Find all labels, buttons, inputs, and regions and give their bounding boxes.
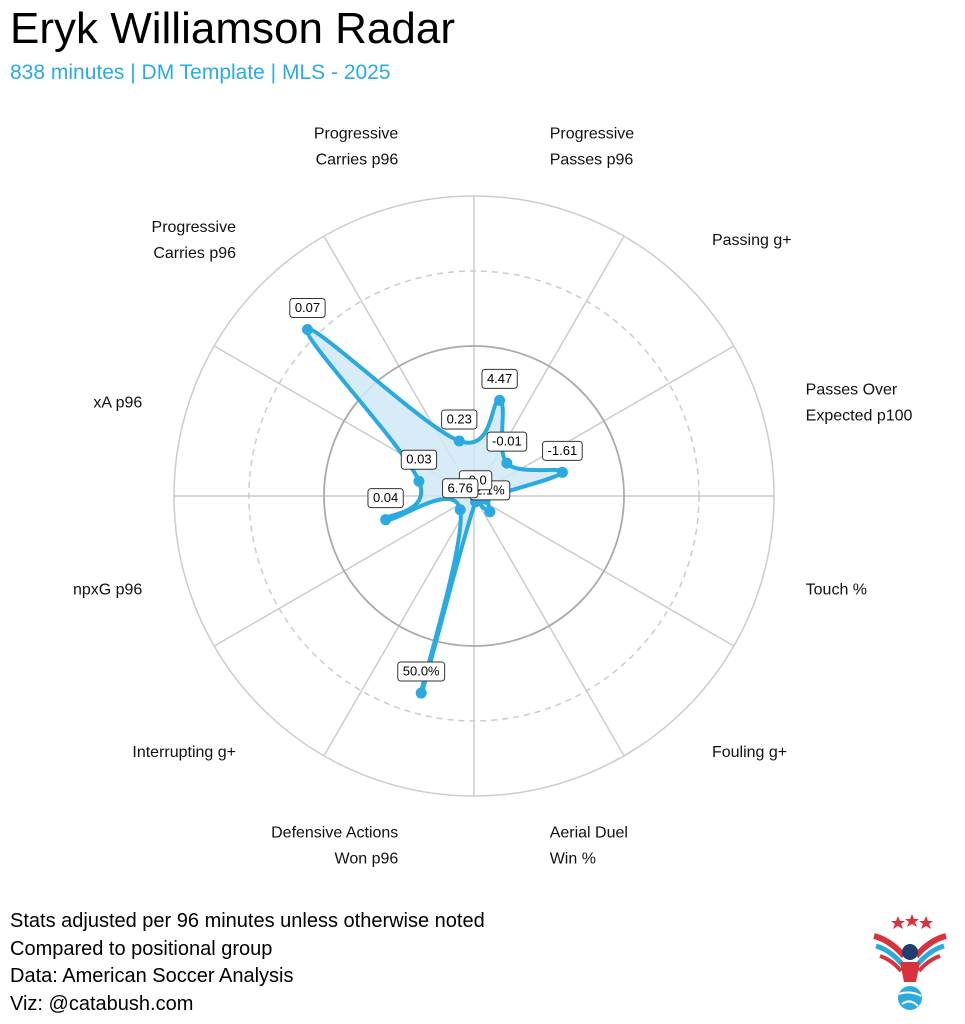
value-text: 0.03 [406, 452, 431, 467]
axis-label-line: npxG p96 [73, 582, 142, 599]
footer-line-viz-credit: Viz: @catabush.com [10, 992, 194, 1015]
value-text: 0.04 [373, 490, 398, 505]
value-label-8: 6.76 [442, 478, 479, 499]
value-box [486, 431, 528, 452]
value-text: 50.0% [403, 664, 440, 679]
value-label-1: 4.47 [481, 368, 518, 389]
grid-ring [323, 345, 625, 647]
eagle-soccer-logo-icon [873, 914, 947, 1010]
value-label-11: 0.07 [289, 297, 326, 318]
value-box [442, 478, 479, 499]
grid-ring [248, 270, 700, 722]
data-point-3 [556, 466, 568, 478]
data-point-9 [380, 514, 392, 526]
axis-label-0: Progressive Carries p96 [314, 125, 399, 168]
value-box [400, 449, 438, 470]
value-label-2: -0.01 [486, 431, 528, 452]
axis-label-11: Progressive Carries p96 [152, 219, 237, 262]
axis-label-7: Defensive Actions Won p96 [271, 825, 398, 868]
value-label-3: -1.61 [542, 440, 583, 461]
footer-line-compared: Compared to positional group [10, 937, 273, 960]
axis-label-10: xA p96 [93, 394, 142, 411]
data-point-1 [494, 394, 506, 406]
value-box [397, 661, 446, 682]
axis-label-line: Expected p100 [806, 407, 913, 424]
axis-label-line: Progressive [152, 219, 237, 236]
axis-label-line: Carries p96 [316, 151, 399, 168]
chart-subtitle: 838 minutes | DM Template | MLS - 2025 [10, 61, 391, 84]
axis-label-line: Passing g+ [712, 232, 792, 249]
axis-label-2: Passing g+ [712, 232, 792, 249]
axis-label-line: Win % [550, 851, 596, 868]
value-text: 0.07 [295, 300, 320, 315]
axis-label-line: Interrupting g+ [132, 744, 236, 761]
value-box [367, 488, 404, 509]
value-text: -1.61 [548, 443, 578, 458]
value-labels: 0.234.47-0.01-1.612.1%-0.050.0%6.760.040… [289, 297, 583, 682]
axis-label-line: Progressive [550, 125, 635, 142]
axis-label-line: Passes Over [806, 381, 898, 398]
axis-label-4: Touch % [806, 582, 867, 599]
value-text: 6.76 [448, 480, 473, 495]
value-label-9: 0.04 [367, 488, 404, 509]
data-point-8 [454, 504, 466, 516]
axis-label-1: Progressive Passes p96 [550, 125, 635, 168]
axis-label-5: Fouling g+ [712, 744, 787, 761]
axis-label-line: xA p96 [93, 394, 142, 411]
axis-label-8: Interrupting g+ [132, 744, 236, 761]
data-point-7 [415, 687, 427, 699]
axis-labels: Progressive Carries p96 Progressive Passes … [73, 125, 913, 867]
radar-area [305, 327, 565, 696]
footer-notes: Stats adjusted per 96 minutes unless oth… [10, 908, 485, 1018]
grid-ring [173, 195, 775, 797]
data-point-5 [484, 506, 496, 518]
axis-label-line: Progressive [314, 125, 399, 142]
radar-shape [301, 323, 568, 699]
axis-label-9: npxG p96 [73, 582, 142, 599]
axis-label-line: Carries p96 [153, 245, 236, 262]
value-box [542, 440, 583, 461]
value-label-7: 50.0% [397, 661, 446, 682]
axis-label-line: Won p96 [335, 851, 399, 868]
axis-label-line: Touch % [806, 582, 867, 599]
value-text: 0.23 [447, 411, 472, 426]
value-text: 4.47 [487, 371, 512, 386]
value-text: -0.01 [492, 434, 522, 449]
data-point-10 [413, 475, 425, 487]
value-label-10: 0.03 [400, 449, 438, 470]
footer-line-data-source: Data: American Soccer Analysis [10, 965, 294, 987]
axis-label-line: Aerial Duel [550, 825, 628, 842]
value-label-0: 0.23 [441, 409, 478, 430]
axis-label-6: Aerial Duel Win % [550, 825, 628, 868]
data-point-0 [453, 435, 465, 447]
footer-line-adjusted: Stats adjusted per 96 minutes unless oth… [10, 910, 485, 932]
value-box [441, 409, 478, 430]
axis-label-line: Fouling g+ [712, 744, 787, 761]
data-point-2 [501, 457, 513, 469]
data-point-11 [301, 323, 313, 335]
value-box [289, 297, 326, 318]
axis-label-line: Defensive Actions [271, 825, 398, 842]
axis-label-3: Passes Over Expected p100 [806, 381, 913, 424]
axis-label-line: Passes p96 [550, 151, 634, 168]
chart-title: Eryk Williamson Radar [10, 4, 455, 53]
value-box [481, 368, 518, 389]
radar-chart: Progressive Carries p96 Progressive Passes … [73, 125, 913, 867]
